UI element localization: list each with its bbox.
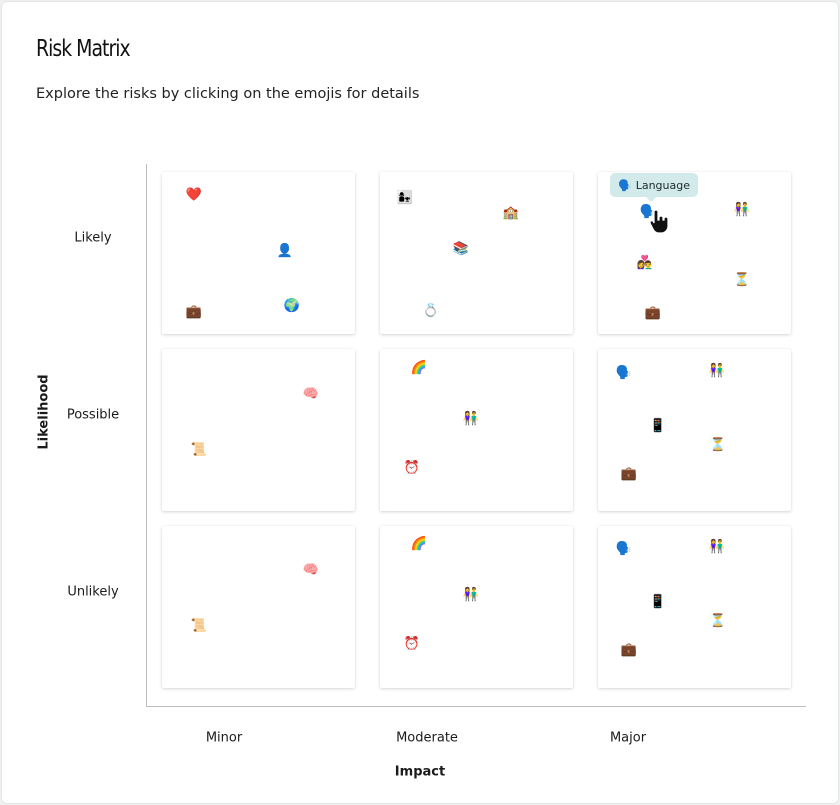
hourglass-icon[interactable]: ⏳ (709, 613, 727, 629)
brain-icon[interactable]: 🧠 (302, 562, 320, 578)
school-icon[interactable]: 🏫 (502, 205, 520, 221)
cell-likely-minor: ❤️ 👤 💼 🌍 (162, 172, 355, 334)
briefcase-icon[interactable]: 💼 (644, 305, 662, 321)
alarm-clock-icon[interactable]: ⏰ (403, 636, 421, 652)
column-label-moderate: Moderate (396, 730, 458, 746)
tooltip-label: Language (635, 178, 690, 192)
briefcase-icon[interactable]: 💼 (620, 642, 638, 658)
column-label-minor: Minor (205, 730, 243, 746)
briefcase-icon[interactable]: 💼 (185, 304, 203, 320)
cell-likely-major: 🗣️ 👫 👩‍❤️‍👨 ⏳ 💼 (598, 172, 791, 334)
books-icon[interactable]: 📚 (452, 241, 470, 257)
cell-possible-moderate: 🌈 👫 ⏰ (380, 349, 573, 511)
page-title: Risk Matrix (36, 36, 131, 62)
hand-cursor-icon (649, 210, 669, 234)
column-label-major: Major (609, 730, 647, 746)
cell-unlikely-moderate: 🌈 👫 ⏰ (380, 526, 573, 688)
cell-unlikely-minor: 🧠 📜 (162, 526, 355, 688)
rainbow-icon[interactable]: 🌈 (410, 536, 428, 552)
mobile-phone-icon[interactable]: 📱 (649, 594, 667, 610)
couple-icon[interactable]: 👫 (708, 363, 726, 379)
speaking-head-icon[interactable]: 🗣️ (615, 365, 633, 381)
hourglass-icon[interactable]: ⏳ (709, 437, 727, 453)
speaking-head-icon[interactable]: 🗣️ (639, 204, 657, 220)
cell-likely-moderate: 👩‍👧 🏫 📚 💍 (380, 172, 573, 334)
y-axis-title: Likelihood (36, 374, 52, 450)
row-label-possible: Possible (66, 407, 120, 423)
heart-icon[interactable]: ❤️ (185, 187, 203, 203)
couple-icon[interactable]: 👫 (462, 411, 480, 427)
speaking-head-icon: 🗣️ (618, 178, 632, 192)
cell-possible-major: 🗣️ 👫 📱 ⏳ 💼 (598, 349, 791, 511)
x-axis-line (146, 706, 806, 707)
couple-heart-icon[interactable]: 👩‍❤️‍👨 (636, 255, 654, 271)
row-label-likely: Likely (74, 230, 112, 246)
brain-icon[interactable]: 🧠 (302, 386, 320, 402)
cell-unlikely-major: 🗣️ 👫 📱 ⏳ 💼 (598, 526, 791, 688)
row-label-unlikely: Unlikely (67, 584, 119, 600)
family-icon[interactable]: 👩‍👧 (396, 190, 414, 206)
person-icon[interactable]: 👤 (276, 243, 294, 259)
x-axis-title: Impact (394, 764, 446, 780)
mobile-phone-icon[interactable]: 📱 (649, 418, 667, 434)
page-subtitle: Explore the risks by clicking on the emo… (36, 86, 420, 102)
scroll-icon[interactable]: 📜 (190, 618, 208, 634)
couple-icon[interactable]: 👫 (733, 202, 751, 218)
emoji-tooltip: 🗣️ Language (610, 173, 698, 202)
ring-icon[interactable]: 💍 (422, 303, 440, 319)
cell-possible-minor: 🧠 📜 (162, 349, 355, 511)
couple-icon[interactable]: 👫 (462, 587, 480, 603)
hourglass-icon[interactable]: ⏳ (733, 272, 751, 288)
globe-icon[interactable]: 🌍 (283, 298, 301, 314)
y-axis-line (146, 164, 147, 706)
speaking-head-icon[interactable]: 🗣️ (615, 541, 633, 557)
alarm-clock-icon[interactable]: ⏰ (403, 460, 421, 476)
scroll-icon[interactable]: 📜 (190, 442, 208, 458)
rainbow-icon[interactable]: 🌈 (410, 360, 428, 376)
couple-icon[interactable]: 👫 (708, 539, 726, 555)
briefcase-icon[interactable]: 💼 (620, 466, 638, 482)
